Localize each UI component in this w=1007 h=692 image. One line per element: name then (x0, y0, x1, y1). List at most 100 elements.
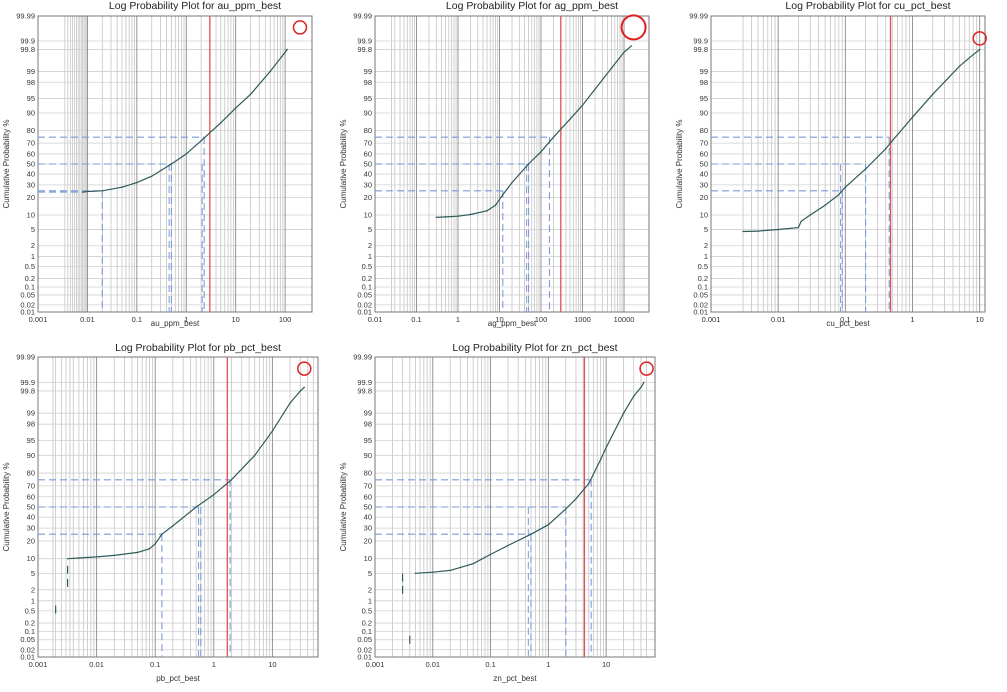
y-tick-label: 99.99 (353, 353, 372, 362)
data-point (622, 412, 625, 414)
probability-plot-pb: Log Probability Plot for pb_pct_best 0.01… (2, 342, 319, 683)
data-point (838, 194, 840, 196)
data-point (154, 543, 156, 545)
y-tick-label: 90 (700, 109, 708, 118)
y-tick-label: 1 (368, 596, 372, 605)
y-tick-label: 0.5 (698, 262, 708, 271)
y-tick-label: 0.2 (25, 274, 35, 283)
y-tick-label: 0.02 (357, 645, 372, 654)
y-tick-label: 40 (364, 513, 372, 522)
y-tick-label: 40 (27, 513, 35, 522)
y-tick-label: 70 (364, 481, 372, 490)
y-tick-label: 98 (700, 78, 708, 87)
y-tick-label: 95 (364, 94, 372, 103)
y-tick-label: 60 (364, 149, 372, 158)
data-point (547, 524, 550, 526)
data-point (623, 51, 625, 53)
y-tick-label: 0.05 (357, 290, 372, 299)
data-point (113, 554, 115, 557)
y-tick-label: 99 (27, 409, 35, 418)
x-tick-label: 10 (232, 315, 240, 324)
x-tick-label: 100 (279, 315, 292, 324)
y-tick-label: 5 (368, 225, 372, 234)
y-tick-label: 50 (364, 503, 372, 512)
y-tick-label: 99.8 (357, 45, 372, 54)
data-point (95, 556, 98, 558)
data-point (640, 386, 642, 389)
data-point (588, 482, 590, 485)
y-tick-label: 99 (27, 67, 35, 76)
data-point (284, 51, 286, 53)
data-point (86, 190, 89, 193)
data-point (530, 533, 532, 535)
y-tick-label: 60 (700, 149, 708, 158)
y-tick-label: 99 (700, 67, 708, 76)
y-tick-label: 1 (31, 596, 35, 605)
y-tick-label: 0.01 (357, 308, 372, 317)
y-tick-label: 0.01 (357, 653, 372, 662)
x-tick-label: 0.1 (411, 315, 421, 324)
data-point (220, 122, 222, 124)
data-point (449, 569, 451, 572)
data-point (958, 65, 961, 67)
data-point (742, 230, 744, 233)
data-point (469, 213, 472, 216)
y-tick-label: 60 (27, 492, 35, 501)
y-tick-label: 0.2 (25, 619, 35, 628)
y-tick-label: 99.8 (20, 45, 35, 54)
x-tick-label: 0.001 (702, 315, 721, 324)
probability-plot-zn: Log Probability Plot for zn_pct_best 0.01… (339, 342, 656, 683)
y-tick-label: 5 (31, 225, 35, 234)
y-tick-label: 0.1 (362, 627, 372, 636)
data-point (581, 104, 584, 106)
y-axis-label: Cumulative Probability % (675, 120, 684, 209)
data-point (435, 216, 438, 219)
y-tick-label: 20 (700, 193, 708, 202)
probability-plot-cu: Log Probability Plot for cu_pct_best 0.01… (675, 0, 987, 328)
y-tick-label: 90 (364, 451, 372, 460)
x-tick-label: 0.1 (485, 660, 495, 669)
chart-title: Log Probability Plot for zn_pct_best (452, 342, 617, 354)
y-tick-label: 80 (27, 469, 35, 478)
data-point (494, 204, 497, 206)
data-point (569, 118, 571, 120)
data-point (303, 386, 305, 389)
y-tick-label: 95 (700, 94, 708, 103)
data-point (932, 93, 934, 96)
y-tick-label: 0.2 (698, 274, 708, 283)
y-tick-label: 99.8 (357, 386, 372, 395)
data-point (66, 557, 69, 560)
data-point (777, 228, 779, 231)
highlight-circle (292, 20, 308, 35)
data-point (885, 147, 887, 150)
y-tick-label: 60 (364, 492, 372, 501)
data-point (575, 498, 577, 500)
y-tick-label: 80 (364, 469, 372, 478)
y-tick-label: 98 (27, 420, 35, 429)
probability-plot-ag: Log Probability Plot for ag_ppm_best 0.01… (339, 0, 650, 328)
y-tick-label: 10 (27, 210, 35, 219)
y-tick-label: 99.9 (357, 378, 372, 387)
data-point (234, 107, 237, 109)
data-point (552, 136, 555, 138)
y-tick-label: 90 (27, 109, 35, 118)
y-tick-label: 0.01 (20, 653, 35, 662)
y-tick-label: 80 (364, 126, 372, 135)
data-point (299, 390, 302, 392)
y-tick-label: 50 (364, 160, 372, 169)
y-tick-label: 1 (368, 252, 372, 261)
x-tick-label: 0.001 (29, 660, 48, 669)
data-point (489, 553, 492, 556)
y-tick-label: 40 (364, 170, 372, 179)
x-tick-label: 0.01 (89, 660, 104, 669)
x-tick-label: 0.01 (368, 315, 383, 324)
data-point (891, 140, 893, 142)
y-axis-label: Cumulative Probability % (2, 463, 11, 552)
x-tick-label: 0.1 (840, 315, 850, 324)
data-series-line (82, 49, 288, 193)
data-point (809, 214, 811, 216)
y-tick-label: 0.5 (362, 606, 372, 615)
data-point (148, 548, 151, 550)
data-point (864, 168, 867, 170)
data-point (633, 395, 635, 397)
